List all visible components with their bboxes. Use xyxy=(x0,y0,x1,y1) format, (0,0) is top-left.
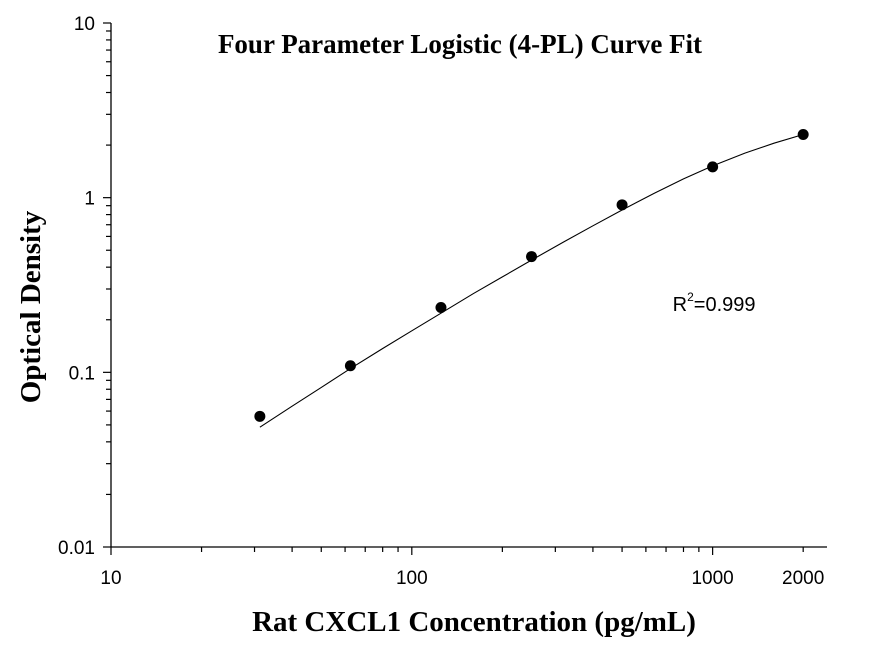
r-squared-value: =0.999 xyxy=(694,294,756,316)
annotation-group: R2=0.999 xyxy=(673,290,756,316)
data-point xyxy=(616,199,628,211)
x-tick-label: 1000 xyxy=(691,568,733,589)
axis-ticks xyxy=(103,22,804,555)
data-points xyxy=(254,128,809,422)
y-tick-label: 0.01 xyxy=(58,538,95,559)
axes xyxy=(110,23,827,548)
y-tick-label: 1 xyxy=(84,189,95,210)
y-tick-label: 0.1 xyxy=(69,363,95,384)
data-point xyxy=(526,251,538,263)
r-squared-base: R xyxy=(673,294,687,316)
x-tick-label: 2000 xyxy=(782,568,824,589)
x-tick-label: 100 xyxy=(396,568,428,589)
fit-curve xyxy=(259,133,804,428)
data-point xyxy=(435,302,447,314)
x-tick-label: 10 xyxy=(100,568,121,589)
data-point xyxy=(344,360,356,372)
chart-title: Four Parameter Logistic (4-PL) Curve Fit xyxy=(218,29,702,59)
data-point xyxy=(797,128,809,140)
data-point xyxy=(707,161,719,173)
fit-curve-group xyxy=(259,133,804,428)
y-tick-label: 10 xyxy=(74,14,95,35)
data-point xyxy=(254,410,266,422)
r-squared-annotation: R2=0.999 xyxy=(673,290,756,316)
axis-tick-labels: 10 100 1000 2000 0.01 0.1 1 10 xyxy=(58,14,824,589)
y-axis-title: Optical Density xyxy=(15,210,47,403)
x-axis-title: Rat CXCL1 Concentration (pg/mL) xyxy=(252,606,696,638)
r-squared-superscript: 2 xyxy=(687,290,694,304)
